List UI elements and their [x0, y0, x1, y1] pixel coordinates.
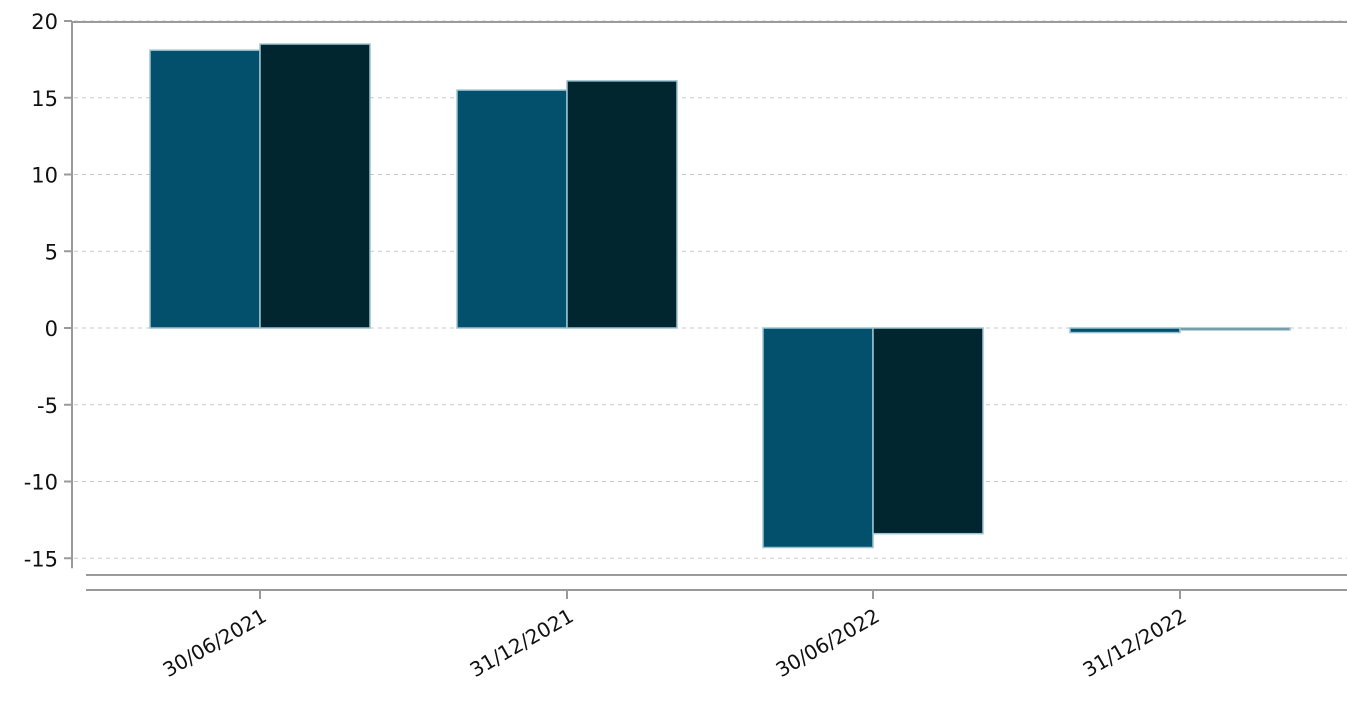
bar-series-1 — [762, 327, 874, 549]
bar-series-2 — [566, 80, 678, 329]
y-tick-label: 15 — [31, 87, 58, 111]
y-tick-labels: 20 15 10 5 0 -5 -10 -15 — [24, 10, 58, 571]
y-tick-label: 0 — [45, 317, 58, 341]
y-tick-label: -5 — [37, 394, 58, 418]
y-tick-label: 10 — [31, 164, 58, 188]
y-tick-label: 20 — [31, 10, 58, 34]
x-tick-label: 31/12/2022 — [1079, 604, 1191, 682]
bar-series-2 — [1179, 327, 1291, 331]
bar-series-2 — [872, 327, 984, 535]
bar-series-2 — [259, 43, 371, 329]
bar-series-1 — [149, 49, 261, 329]
y-tick-label: 5 — [45, 240, 58, 264]
x-tick-labels: 30/06/2021 31/12/2021 30/06/2022 31/12/2022 — [159, 604, 1191, 682]
x-tick-label: 31/12/2021 — [466, 604, 578, 682]
axes — [64, 20, 1347, 599]
x-tick-label: 30/06/2021 — [159, 604, 271, 682]
bars — [149, 43, 1291, 549]
bar-series-1 — [456, 89, 568, 329]
y-tick-label: -15 — [24, 547, 58, 571]
x-tick-label: 30/06/2022 — [772, 604, 884, 682]
y-tick-label: -10 — [24, 471, 58, 495]
bar-series-1 — [1069, 327, 1181, 334]
